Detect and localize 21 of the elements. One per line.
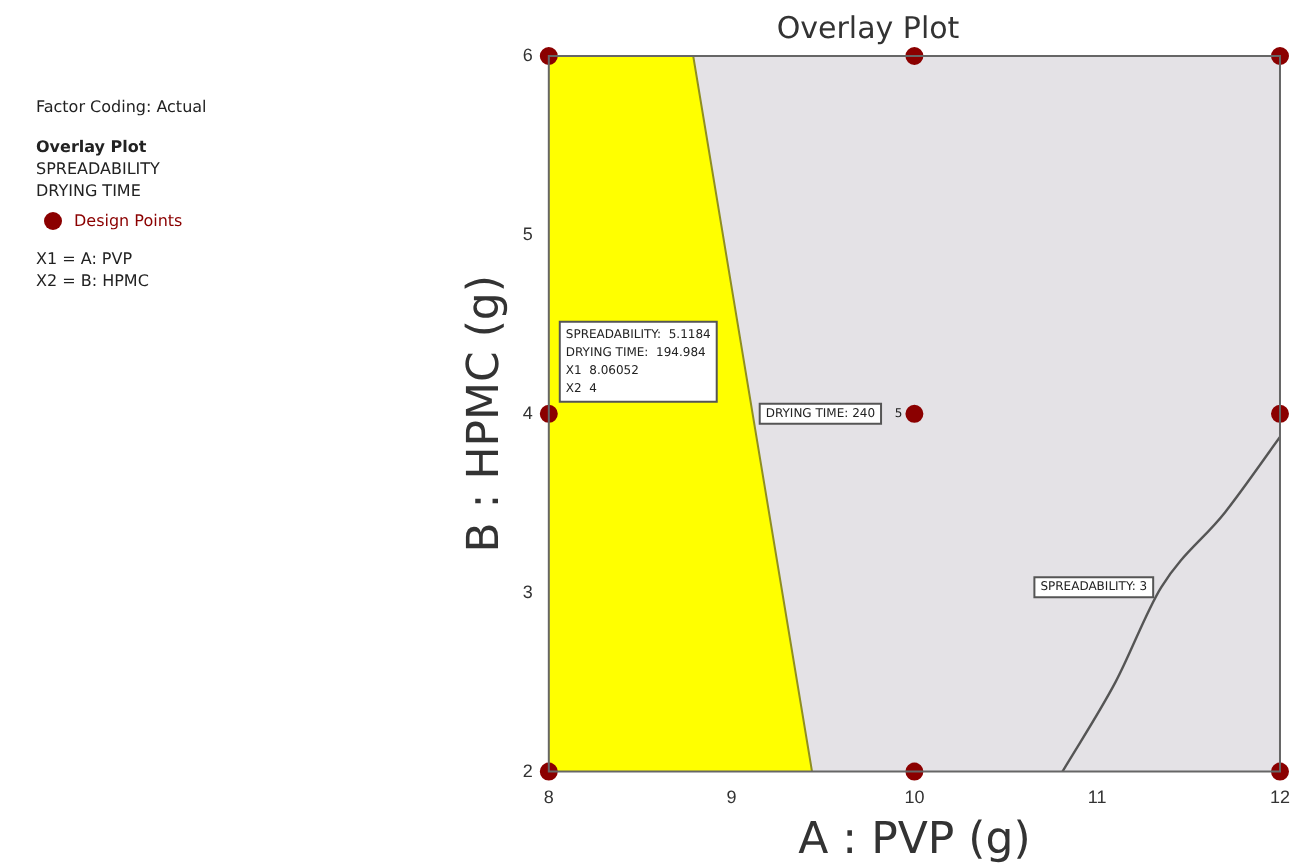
chart-title: Overlay Plot xyxy=(776,9,960,46)
y-tick-label: 3 xyxy=(522,581,533,602)
x-tick-label: 12 xyxy=(1269,787,1290,808)
text: X1 = A: PVP xyxy=(36,248,135,270)
y-tick-label: 5 xyxy=(522,223,533,244)
x-tick-label: 8 xyxy=(543,787,554,808)
legend-label: Design Points xyxy=(74,210,183,232)
text: DRYING TIME xyxy=(36,180,143,202)
text: X2 = B: HPMC xyxy=(36,270,151,292)
text: Factor Coding: Actual xyxy=(36,96,209,118)
x-tick-label: 9 xyxy=(726,787,737,808)
y-tick-label: 2 xyxy=(522,760,533,781)
x-tick-label: 11 xyxy=(1087,787,1107,808)
y-tick-label: 4 xyxy=(522,402,533,423)
text: SPREADABILITY xyxy=(36,158,162,180)
x-tick-label: 10 xyxy=(904,787,925,808)
point xyxy=(905,404,924,423)
x-axis-title: A : PVP (g) xyxy=(798,815,1031,866)
y-axis-title: B : HPMC (g) xyxy=(459,275,510,553)
text: Overlay Plot xyxy=(36,136,149,158)
y-tick-label: 6 xyxy=(522,44,533,65)
